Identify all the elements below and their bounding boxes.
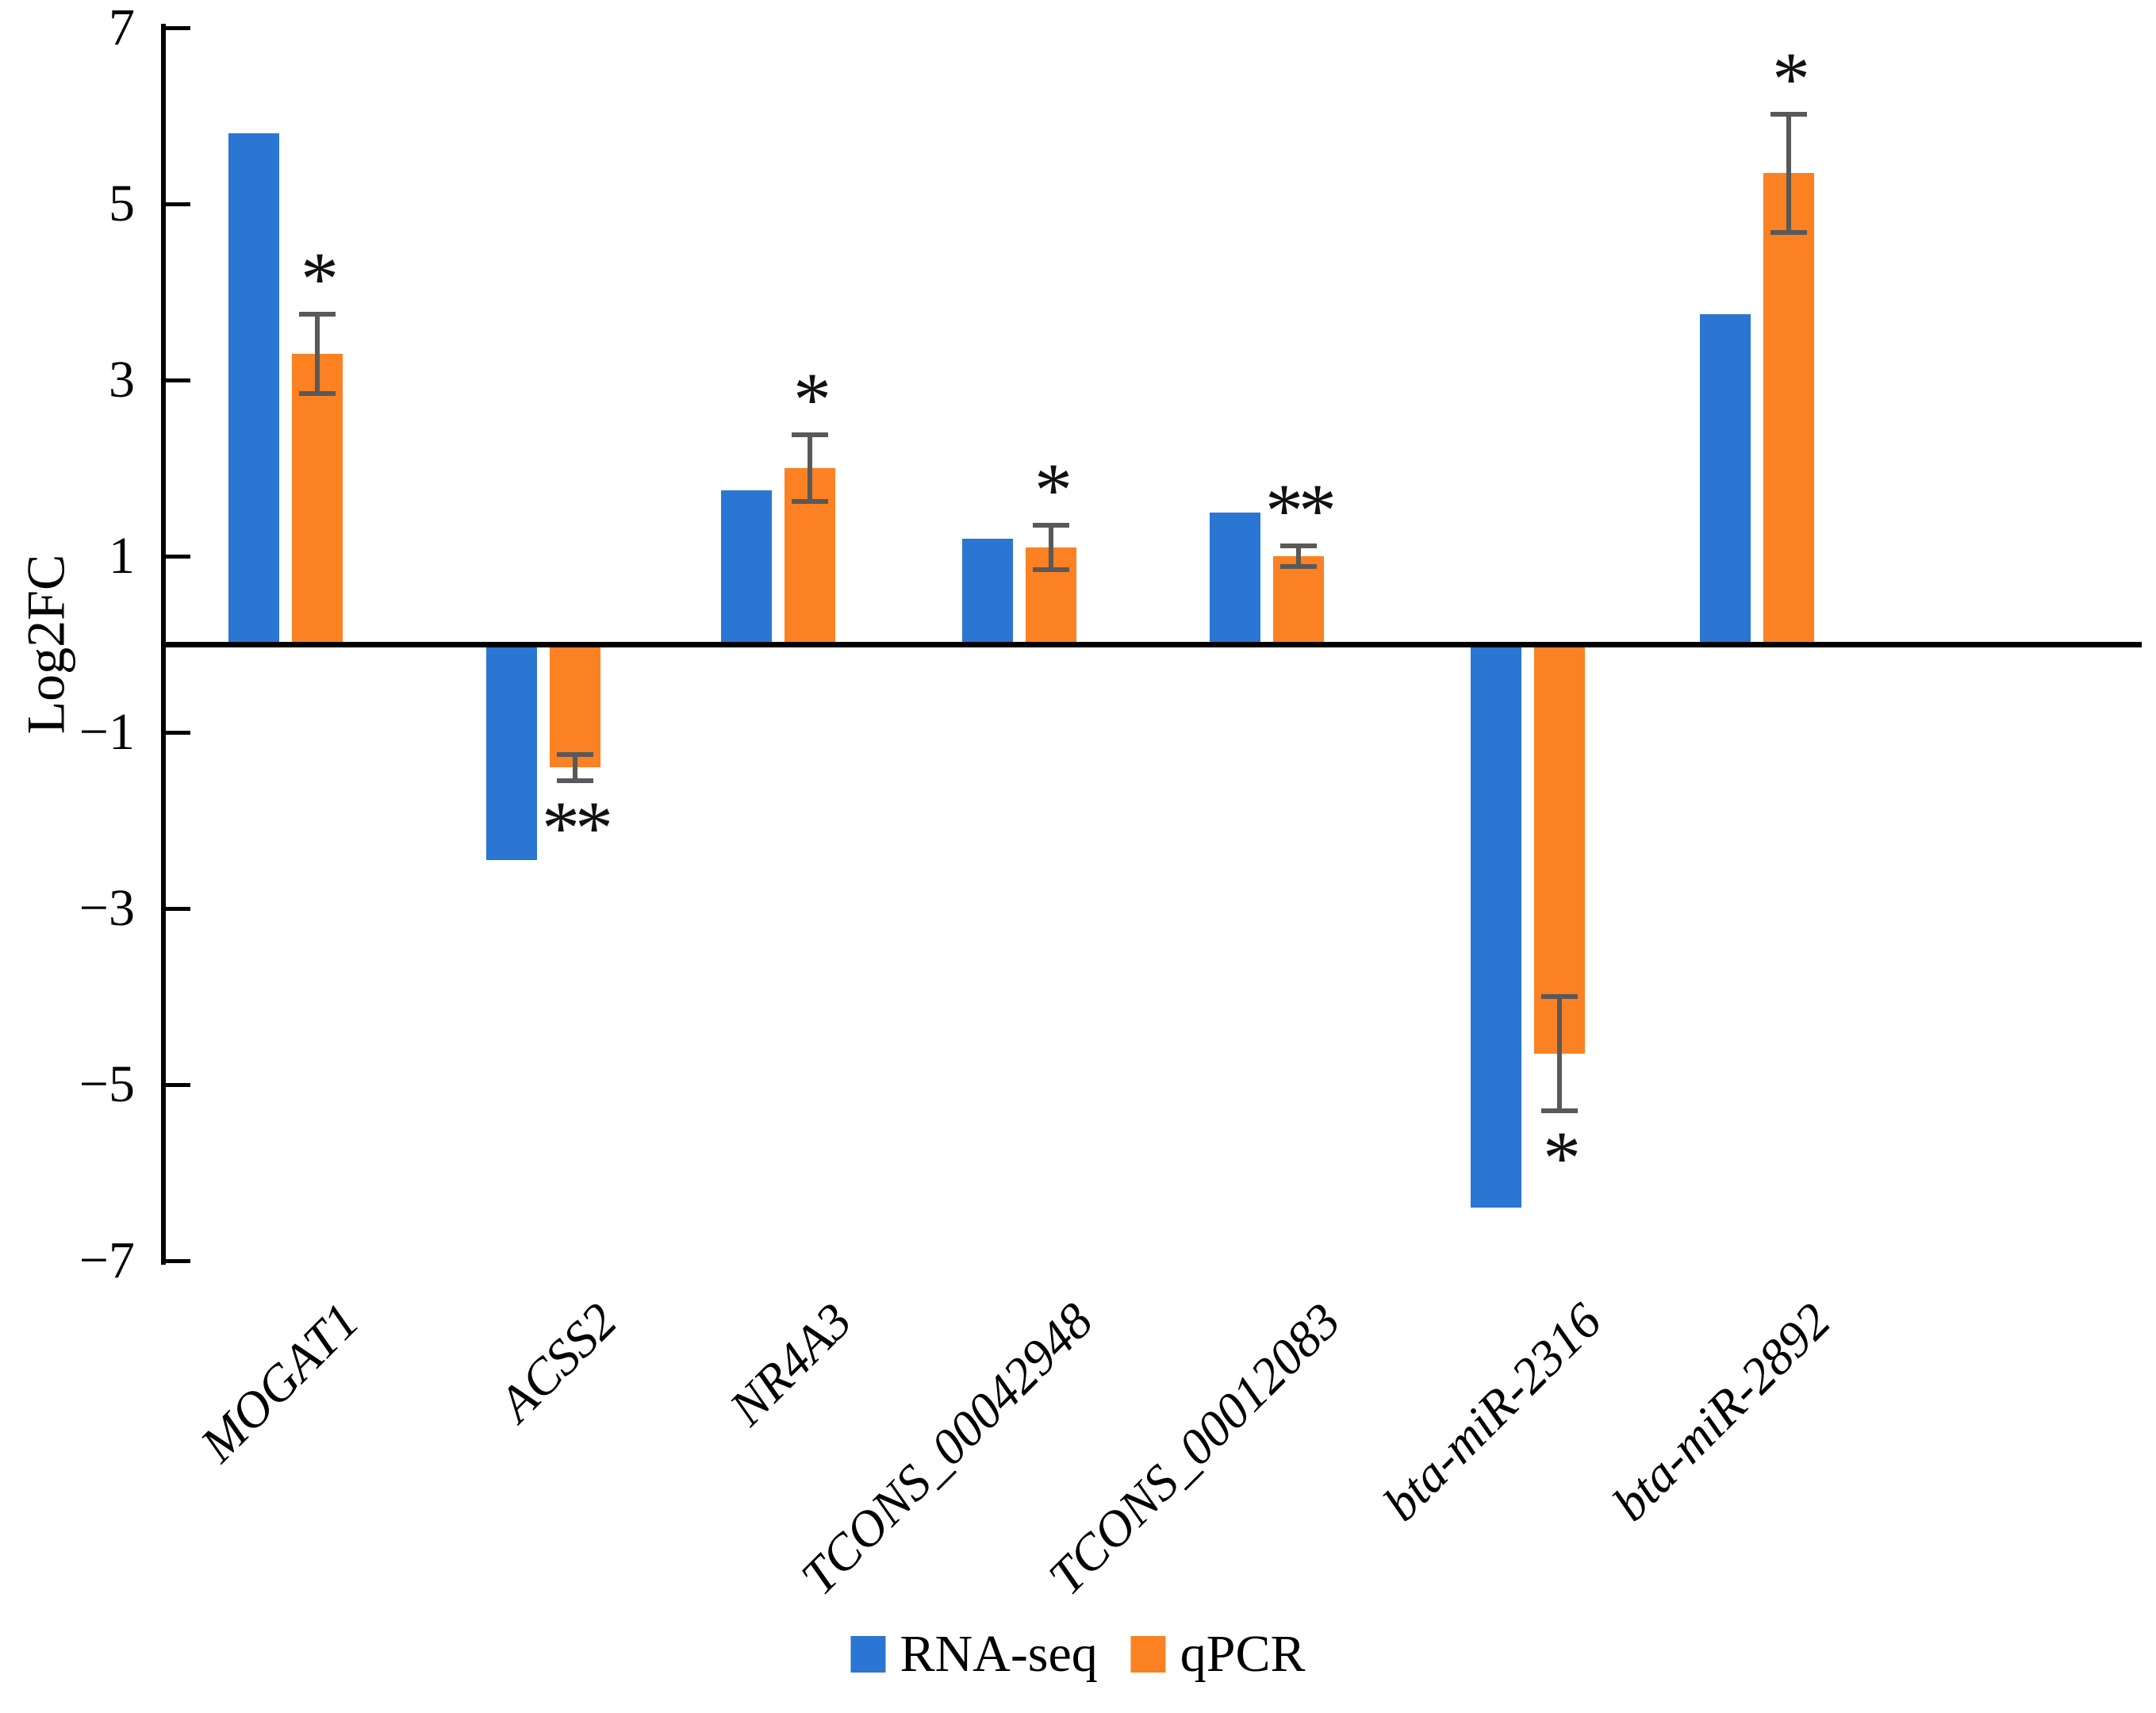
error-bar-cap <box>1770 229 1807 235</box>
y-tick-label: −3 <box>79 879 135 937</box>
bar-qpcr-bta-miR-2892 <box>1763 173 1814 644</box>
bar-rna-seq-NR4A3 <box>721 490 772 644</box>
y-tick <box>163 202 190 206</box>
error-bar <box>1049 525 1053 570</box>
significance-marker: * <box>301 236 339 321</box>
bar-rna-seq-MOGAT1 <box>228 133 279 644</box>
legend: RNA-seq qPCR <box>850 1625 1306 1683</box>
bar-rna-seq-ACSS2 <box>486 644 537 860</box>
y-tick <box>163 907 190 911</box>
error-bar-cap <box>557 751 593 757</box>
legend-label-qpcr: qPCR <box>1180 1625 1306 1683</box>
y-tick-label: 5 <box>109 175 135 232</box>
error-bar-cap <box>792 432 828 437</box>
legend-item-qpcr: qPCR <box>1130 1625 1306 1683</box>
bar-rna-seq-bta-miR-2892 <box>1700 313 1751 644</box>
error-bar-cap <box>1280 564 1317 570</box>
significance-marker: * <box>1543 1116 1581 1201</box>
x-category-label: MOGAT1 <box>189 1292 370 1473</box>
error-bar-cap <box>557 778 593 784</box>
error-bar <box>315 313 320 394</box>
x-axis-line <box>161 642 2142 647</box>
significance-marker: * <box>793 356 831 442</box>
y-tick <box>163 378 190 382</box>
bar-qpcr-ACSS2 <box>550 644 600 768</box>
bar-rna-seq-bta-miR-2316 <box>1471 644 1521 1208</box>
y-tick <box>163 26 190 30</box>
error-bar <box>1786 113 1791 232</box>
error-bar-cap <box>299 390 336 396</box>
error-bar-cap <box>1770 111 1807 117</box>
error-bar-cap <box>299 311 336 317</box>
error-bar <box>1296 545 1301 567</box>
x-category-label: NR4A3 <box>718 1292 862 1436</box>
y-tick <box>163 555 190 559</box>
y-axis-title: Log2FC <box>15 554 76 735</box>
y-tick <box>163 1259 190 1263</box>
y-tick-label: −1 <box>79 703 135 761</box>
significance-marker: ** <box>542 785 613 871</box>
y-tick-label: −7 <box>79 1231 135 1289</box>
x-category-label: bta-miR-2316 <box>1372 1292 1612 1532</box>
error-bar <box>573 754 577 782</box>
significance-marker: * <box>1034 447 1072 533</box>
y-tick <box>163 731 190 735</box>
legend-label-rna-seq: RNA-seq <box>900 1625 1098 1683</box>
error-bar-cap <box>1033 523 1069 528</box>
error-bar-cap <box>1541 994 1578 999</box>
bar-rna-seq-TCONS_00042948 <box>962 538 1013 644</box>
x-category-label: bta-miR-2892 <box>1602 1292 1841 1532</box>
y-tick-label: 3 <box>109 351 135 409</box>
legend-item-rna-seq: RNA-seq <box>850 1625 1098 1683</box>
bar-qpcr-TCONS_00012083 <box>1273 556 1324 644</box>
y-tick-label: 1 <box>109 527 135 585</box>
error-bar <box>1557 997 1562 1112</box>
y-tick-label: 7 <box>109 0 135 56</box>
error-bar <box>808 434 812 502</box>
error-bar-cap <box>1280 543 1317 548</box>
legend-swatch-rna-seq <box>850 1636 886 1673</box>
x-category-label: ACSS2 <box>487 1292 627 1432</box>
legend-swatch-qpcr <box>1130 1636 1166 1673</box>
bar-qpcr-MOGAT1 <box>292 353 343 644</box>
error-bar-cap <box>1541 1108 1578 1114</box>
y-tick <box>163 1083 190 1087</box>
bar-qpcr-bta-miR-2316 <box>1534 644 1585 1054</box>
error-bar-cap <box>1033 567 1069 572</box>
y-tick-label: −5 <box>79 1055 135 1113</box>
bar-rna-seq-TCONS_00012083 <box>1210 512 1260 644</box>
error-bar-cap <box>792 499 828 505</box>
significance-marker: ** <box>1265 467 1337 553</box>
significance-marker: * <box>1772 36 1810 121</box>
